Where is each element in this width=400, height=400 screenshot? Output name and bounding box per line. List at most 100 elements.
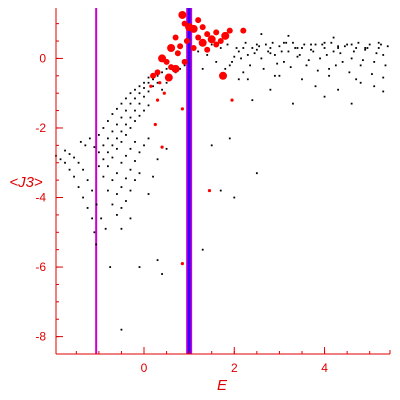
black-point	[283, 60, 285, 63]
black-point	[165, 67, 168, 70]
black-point	[161, 71, 163, 74]
black-point	[93, 146, 96, 148]
axes	[55, 8, 391, 355]
black-point	[129, 102, 132, 105]
black-point	[129, 116, 132, 119]
black-point	[285, 41, 288, 44]
black-point	[138, 102, 141, 105]
black-point	[337, 45, 339, 48]
black-point	[233, 196, 236, 199]
black-point	[319, 57, 321, 60]
black-point	[323, 95, 326, 98]
red-point	[158, 81, 162, 85]
black-point	[147, 137, 150, 140]
black-point	[255, 43, 258, 46]
black-point	[305, 64, 308, 67]
black-point	[97, 151, 100, 154]
black-point	[120, 140, 123, 143]
black-point	[346, 43, 349, 46]
black-point	[350, 57, 353, 60]
black-point	[156, 259, 159, 262]
red-point	[190, 44, 197, 51]
black-point	[271, 41, 274, 44]
red-point	[195, 34, 202, 41]
black-point	[120, 161, 123, 164]
black-point	[377, 41, 380, 44]
red-point	[226, 27, 233, 34]
black-point	[362, 59, 364, 62]
black-point	[350, 102, 353, 105]
black-point	[111, 156, 114, 159]
black-point	[73, 175, 75, 178]
black-point	[215, 60, 218, 63]
black-point	[147, 193, 150, 195]
black-point	[377, 47, 380, 49]
black-point	[368, 43, 371, 46]
red-point	[230, 98, 234, 102]
black-point	[296, 47, 299, 49]
black-point	[73, 156, 75, 159]
y-axis-label: <J3>	[9, 174, 43, 191]
black-point	[88, 137, 91, 140]
black-point	[143, 81, 145, 84]
black-point	[303, 43, 306, 46]
black-point	[97, 134, 100, 136]
black-point	[269, 88, 272, 91]
black-point	[125, 109, 127, 112]
black-point	[77, 186, 80, 188]
black-point	[246, 78, 249, 81]
black-point	[242, 71, 245, 74]
black-point	[251, 99, 254, 102]
black-point	[314, 43, 317, 46]
red-point	[158, 54, 167, 63]
black-point	[249, 64, 251, 67]
red-point	[149, 84, 153, 88]
black-point	[274, 74, 276, 77]
black-point	[301, 47, 303, 49]
black-point	[384, 64, 387, 67]
black-point	[84, 144, 87, 147]
black-point	[312, 50, 315, 53]
black-point	[77, 161, 80, 164]
black-point	[373, 85, 376, 88]
red-point	[213, 29, 220, 36]
black-point	[120, 207, 123, 209]
black-point	[269, 47, 272, 49]
black-point	[274, 54, 276, 56]
black-point	[129, 127, 132, 129]
black-point	[82, 196, 84, 199]
red-point	[174, 50, 181, 57]
black-point	[161, 273, 163, 275]
black-point	[255, 172, 258, 175]
black-point	[82, 168, 84, 171]
y-tick-label: -6	[35, 260, 46, 274]
black-point	[116, 107, 118, 110]
black-point	[102, 158, 105, 161]
black-point	[116, 214, 118, 216]
black-point	[260, 57, 263, 60]
black-point	[134, 88, 136, 91]
black-point	[116, 123, 118, 126]
black-point	[269, 52, 272, 55]
black-point	[328, 74, 330, 77]
black-point	[226, 43, 229, 46]
red-point	[155, 98, 160, 102]
black-point	[298, 54, 301, 56]
black-point	[120, 116, 123, 119]
black-point	[244, 41, 247, 44]
black-point	[100, 217, 103, 220]
red-point	[180, 261, 184, 266]
black-point	[68, 168, 71, 171]
vertical-lines	[95, 8, 193, 354]
black-point	[352, 50, 355, 53]
black-point	[296, 55, 299, 58]
black-point	[332, 50, 335, 53]
red-point	[164, 73, 173, 82]
black-point	[134, 179, 136, 182]
black-point	[278, 45, 281, 48]
red-point	[183, 38, 190, 45]
black-point	[143, 109, 145, 112]
black-point	[280, 50, 283, 53]
black-point	[120, 186, 123, 188]
